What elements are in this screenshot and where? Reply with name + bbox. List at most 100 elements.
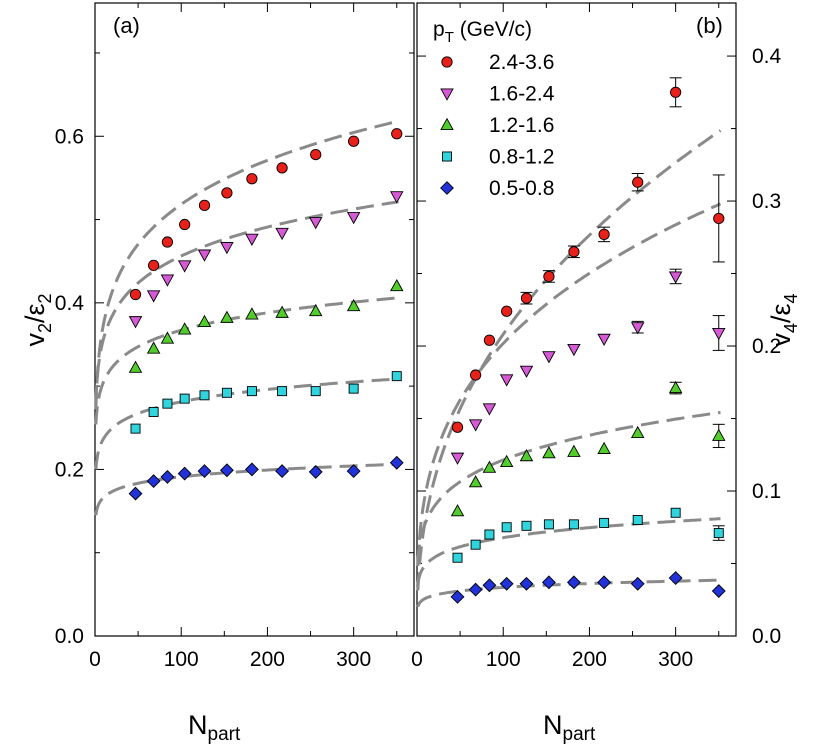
data-point-0.8-1.2 [130, 423, 141, 434]
data-point-0.8-1.2 [501, 522, 512, 533]
data-point-2.4-3.6 [246, 173, 258, 185]
data-point-0.8-1.2 [670, 507, 681, 518]
data-point-0.8-1.2 [199, 390, 210, 401]
data-point-0.5-0.8 [541, 575, 556, 590]
data-point-0.8-1.2 [568, 519, 579, 530]
fit-curve-1.6-2.4 [94, 200, 399, 403]
data-point-1.2-1.6 [146, 341, 161, 354]
data-point-2.4-3.6 [276, 162, 288, 174]
data-point-2.4-3.6 [568, 246, 580, 258]
data-point-0.8-1.2 [391, 371, 402, 382]
panel-b-frame [416, 2, 737, 637]
fit-curve-0.8-1.2 [416, 517, 721, 585]
data-point-0.5-0.8 [450, 589, 465, 604]
y-tick-label: 0.6 [55, 125, 84, 148]
data-point-1.2-1.6 [390, 278, 404, 292]
data-point-1.6-2.4 [197, 249, 212, 262]
data-point-0.5-0.8 [244, 462, 259, 477]
legend-label: 0.8-1.2 [489, 146, 554, 169]
data-point-2.4-3.6 [713, 212, 725, 225]
data-point-0.5-0.8 [630, 576, 645, 591]
data-point-0.5-0.8 [160, 469, 175, 484]
fit-curve-1.2-1.6 [416, 411, 721, 563]
data-point-1.2-1.6 [668, 380, 683, 394]
data-point-2.4-3.6 [161, 236, 174, 248]
data-point-1.6-2.4 [668, 271, 683, 284]
data-point-2.4-3.6 [148, 259, 160, 271]
data-point-0.5-0.8 [128, 486, 143, 501]
legend-label: 2.4-3.6 [489, 51, 554, 74]
data-point-1.6-2.4 [450, 452, 465, 465]
data-point-0.5-0.8 [668, 571, 683, 585]
data-point-0.8-1.2 [599, 517, 610, 528]
data-point-0.8-1.2 [221, 387, 232, 398]
data-point-1.6-2.4 [712, 327, 726, 341]
data-point-1.2-1.6 [197, 314, 212, 327]
data-point-0.5-0.8 [308, 464, 323, 479]
data-point-1.2-1.6 [128, 360, 143, 373]
data-point-0.8-1.2 [310, 386, 321, 397]
data-point-1.6-2.4 [160, 274, 175, 287]
legend-marker-1.2-1.6 [440, 117, 454, 130]
data-point-2.4-3.6 [310, 148, 322, 161]
data-point-0.5-0.8 [566, 575, 581, 590]
data-point-1.6-2.4 [346, 212, 361, 225]
data-point-1.2-1.6 [542, 446, 556, 459]
panel-a: 0.0 0.2 0.4 0.6 0 100 200 300 (a) v2/ε2 Npart [20, 2, 415, 745]
data-point-1.6-2.4 [597, 333, 611, 347]
data-point-1.6-2.4 [567, 343, 581, 357]
data-point-0.8-1.2 [246, 386, 257, 397]
x-tick-label: 300 [336, 648, 371, 671]
data-point-2.4-3.6 [221, 187, 233, 199]
data-point-1.2-1.6 [482, 460, 497, 473]
data-point-2.4-3.6 [520, 292, 533, 304]
x-tick-label: 100 [486, 648, 521, 671]
data-point-1.2-1.6 [630, 425, 645, 439]
data-point-1.2-1.6 [245, 307, 259, 320]
data-point-0.8-1.2 [632, 515, 643, 525]
data-point-1.2-1.6 [177, 322, 192, 335]
data-point-2.4-3.6 [632, 176, 644, 188]
y-tick-label: 0.2 [752, 335, 781, 358]
panel-a-label: (a) [113, 13, 140, 38]
data-point-1.2-1.6 [275, 305, 289, 318]
panel-a-y-axis-title: v2/ε2 [20, 293, 55, 346]
data-point-1.2-1.6 [468, 475, 483, 488]
data-point-0.5-0.8 [219, 463, 234, 478]
data-point-1.6-2.4 [245, 233, 259, 246]
data-point-1.2-1.6 [499, 454, 514, 468]
legend-label: 1.2-1.6 [489, 114, 554, 137]
legend-marker-0.5-0.8 [440, 181, 454, 195]
data-point-2.4-3.6 [543, 270, 555, 283]
x-tick-label: 100 [164, 648, 199, 671]
data-point-1.2-1.6 [308, 303, 323, 317]
data-point-0.5-0.8 [197, 464, 212, 479]
data-point-2.4-3.6 [670, 86, 682, 98]
data-point-0.8-1.2 [277, 386, 288, 397]
legend: pT (GeV/c) 2.4-3.6 1.6-2.4 1.2-1.6 0.8-1.2 0… [433, 18, 555, 200]
data-point-1.6-2.4 [468, 419, 483, 432]
data-point-2.4-3.6 [451, 421, 464, 433]
data-point-1.2-1.6 [220, 310, 234, 323]
data-point-1.6-2.4 [482, 403, 497, 416]
y-tick-label: 0.0 [55, 625, 84, 648]
data-point-0.8-1.2 [521, 520, 532, 531]
data-point-1.6-2.4 [177, 260, 192, 273]
data-point-1.2-1.6 [712, 428, 726, 441]
data-point-1.6-2.4 [542, 351, 556, 364]
x-tick-label: 0 [89, 648, 101, 671]
data-point-2.4-3.6 [348, 135, 360, 147]
data-point-1.6-2.4 [630, 322, 645, 335]
data-point-2.4-3.6 [129, 288, 142, 301]
y-tick-label: 0.0 [752, 625, 781, 648]
data-point-2.4-3.6 [598, 228, 610, 241]
legend-label: 1.6-2.4 [489, 83, 555, 106]
data-point-0.5-0.8 [275, 464, 290, 479]
data-point-0.5-0.8 [519, 576, 534, 591]
panel-b-label: (b) [696, 13, 723, 38]
data-point-1.6-2.4 [499, 374, 514, 387]
panel-b-y-axis-title: v4/ε4 [766, 293, 801, 346]
panel-b-x-axis-title: Npart [543, 710, 596, 745]
data-point-0.5-0.8 [177, 466, 192, 481]
